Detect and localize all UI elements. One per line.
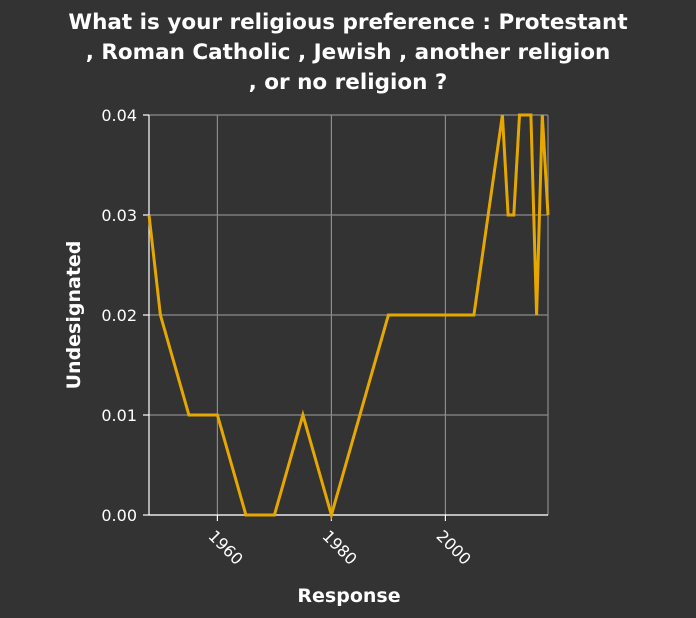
tick-labels: 0.00 0.01 0.02 0.03 0.04 1960 1980 2000 — [101, 106, 474, 569]
x-axis-label: Response — [297, 585, 400, 607]
series-group — [147, 113, 550, 521]
axes — [143, 114, 548, 521]
y-tick-label: 0.00 — [101, 506, 137, 525]
chart-title-line-2: , Roman Catholic , Jewish , another reli… — [86, 40, 611, 65]
chart-title-line-3: , or no religion ? — [249, 70, 448, 95]
y-axis-label: Undesignated — [63, 241, 85, 390]
y-tick-label: 0.04 — [101, 106, 137, 125]
chart-title-line-1: What is your religious preference : Prot… — [68, 10, 627, 35]
y-tick-label: 0.01 — [101, 406, 137, 425]
chart-title: What is your religious preference : Prot… — [68, 10, 627, 95]
x-tick-label: 2000 — [433, 526, 475, 568]
series-line — [147, 113, 550, 521]
x-tick-label: 1960 — [205, 526, 247, 568]
y-tick-label: 0.02 — [101, 306, 137, 325]
y-tick-label: 0.03 — [101, 206, 137, 225]
x-tick-label: 1980 — [319, 526, 361, 568]
